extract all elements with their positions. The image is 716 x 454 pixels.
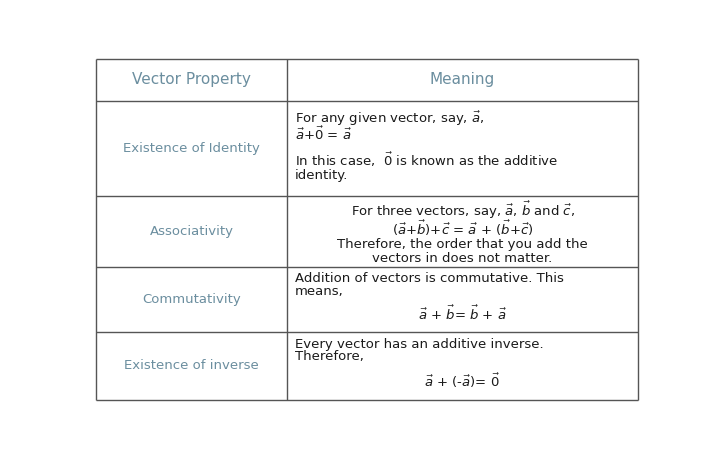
Text: Addition of vectors is commutative. This: Addition of vectors is commutative. This <box>294 272 563 285</box>
Text: means,: means, <box>294 285 343 298</box>
Text: Every vector has an additive inverse.: Every vector has an additive inverse. <box>294 338 543 350</box>
Text: For three vectors, say, $\vec{a}$, $\vec{b}$ and $\vec{c}$,: For three vectors, say, $\vec{a}$, $\vec… <box>351 199 574 221</box>
Text: Associativity: Associativity <box>150 225 233 238</box>
Text: vectors in does not matter.: vectors in does not matter. <box>372 252 553 265</box>
Text: For any given vector, say, $\vec{a}$,: For any given vector, say, $\vec{a}$, <box>294 109 484 128</box>
Text: identity.: identity. <box>294 168 348 182</box>
Text: ($\vec{a}$+$\vec{b}$)+$\vec{c}$ = $\vec{a}$ + ($\vec{b}$+$\vec{c}$): ($\vec{a}$+$\vec{b}$)+$\vec{c}$ = $\vec{… <box>392 218 533 237</box>
Text: Existence of inverse: Existence of inverse <box>125 360 259 372</box>
Text: Commutativity: Commutativity <box>142 293 241 306</box>
Text: $\vec{a}$ + $\vec{b}$= $\vec{b}$ + $\vec{a}$: $\vec{a}$ + $\vec{b}$= $\vec{b}$ + $\vec… <box>418 305 507 323</box>
Text: Existence of Identity: Existence of Identity <box>123 142 260 155</box>
Text: $\vec{a}$+$\vec{0}$ = $\vec{a}$: $\vec{a}$+$\vec{0}$ = $\vec{a}$ <box>294 126 352 143</box>
Text: Meaning: Meaning <box>430 73 495 88</box>
Text: $\vec{a}$ + (-$\vec{a}$)= $\vec{0}$: $\vec{a}$ + (-$\vec{a}$)= $\vec{0}$ <box>425 372 500 390</box>
Text: Therefore,: Therefore, <box>294 350 364 363</box>
Text: Vector Property: Vector Property <box>132 73 251 88</box>
Text: Therefore, the order that you add the: Therefore, the order that you add the <box>337 238 588 251</box>
Text: In this case,  $\vec{0}$ is known as the additive: In this case, $\vec{0}$ is known as the … <box>294 151 558 169</box>
